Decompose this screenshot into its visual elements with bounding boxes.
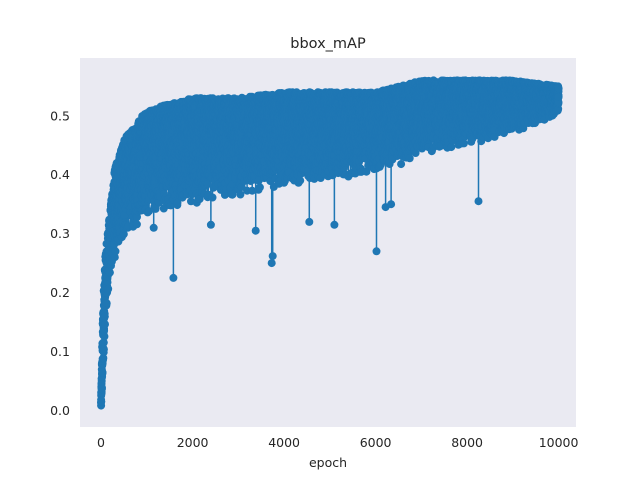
data-point [97,397,106,406]
data-point [305,217,314,226]
data-point [98,368,107,377]
data-point [119,230,128,239]
data-point [100,326,109,335]
data-point [100,312,109,321]
data-point [132,220,141,229]
data-point [99,353,108,362]
data-point [206,220,215,229]
data-point [267,259,276,268]
data-point [104,284,113,293]
data-point [98,383,106,392]
data-point [208,193,217,202]
data-point [255,183,264,192]
data-point [105,268,114,277]
data-point [111,247,120,256]
data-point [99,345,108,354]
data-point [99,338,108,347]
data-point [110,253,119,262]
data-point [268,252,277,261]
series-layer [97,76,563,410]
data-point [120,211,129,219]
data-point [251,226,260,235]
data-point [103,278,112,287]
data-point [149,223,158,232]
data-point [101,320,109,329]
data-point [102,299,111,308]
data-point [296,176,305,185]
data-point [169,273,178,282]
data-point [100,332,109,341]
data-point [236,190,245,199]
